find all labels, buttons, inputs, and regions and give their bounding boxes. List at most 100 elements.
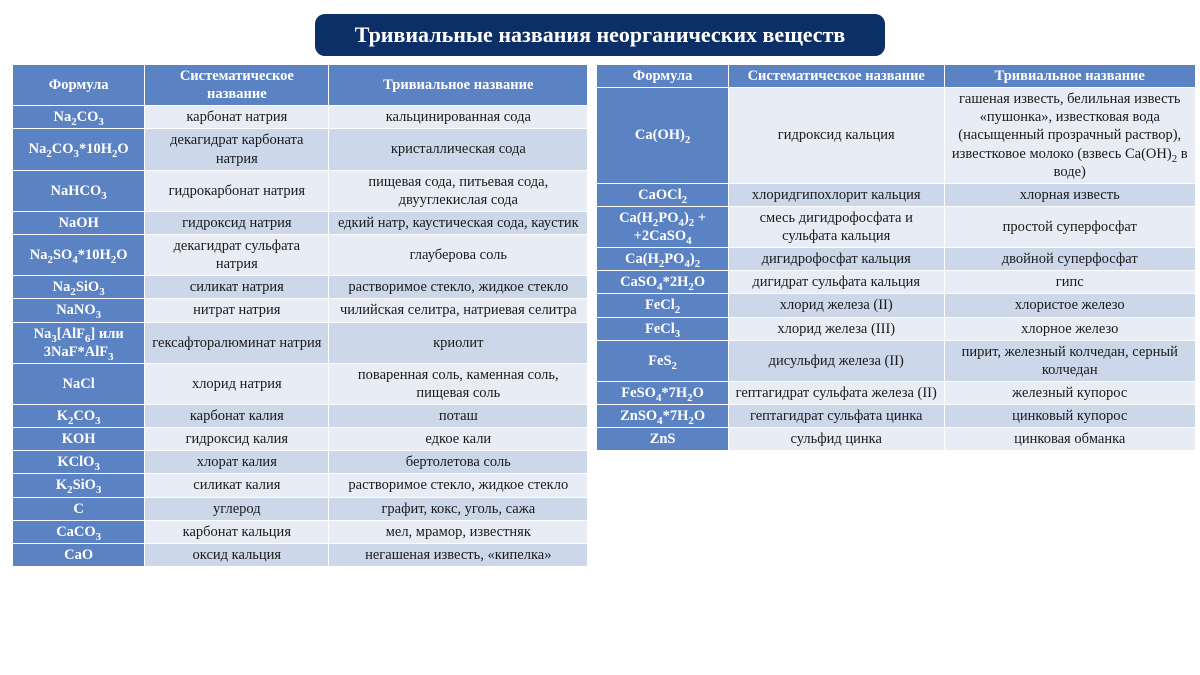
cell-systematic: хлорид железа (II) [728, 294, 944, 317]
cell-systematic: дигидрат сульфата кальция [728, 271, 944, 294]
cell-systematic: силикат натрия [145, 276, 329, 299]
cell-trivial: бертолетова соль [329, 451, 588, 474]
cell-trivial: графит, кокс, уголь, сажа [329, 497, 588, 520]
cell-systematic: хлорид натрия [145, 363, 329, 404]
cell-trivial: хлорная известь [944, 183, 1195, 206]
cell-formula: KOH [13, 428, 145, 451]
page-title: Тривиальные названия неорганических веще… [315, 14, 886, 56]
cell-systematic: гидроксид кальция [728, 88, 944, 184]
cell-trivial: едкое кали [329, 428, 588, 451]
table-row: Na3[AlF6] или 3NaF*AlF3гексафторалюминат… [13, 322, 588, 363]
cell-trivial: глауберова соль [329, 235, 588, 276]
cell-formula: NaCl [13, 363, 145, 404]
table-row: ZnSсульфид цинкацинковая обманка [597, 428, 1196, 451]
table-row: Na2SiO3силикат натриярастворимое стекло,… [13, 276, 588, 299]
cell-trivial: железный купорос [944, 381, 1195, 404]
cell-systematic: декагидрат сульфата натрия [145, 235, 329, 276]
cell-systematic: декагидрат карбоната натрия [145, 129, 329, 170]
table-row: K2SiO3силикат калиярастворимое стекло, ж… [13, 474, 588, 497]
cell-formula: CaSO4*2H2O [597, 271, 729, 294]
cell-trivial: мел, мрамор, известняк [329, 520, 588, 543]
cell-systematic: оксид кальция [145, 543, 329, 566]
cell-formula: Na2CO3 [13, 106, 145, 129]
cell-trivial: пирит, железный колчедан, серный колчеда… [944, 340, 1195, 381]
right-tbody: Ca(OH)2гидроксид кальциягашеная известь,… [597, 88, 1196, 451]
cell-formula: Ca(H2PO4)2 [597, 248, 729, 271]
cell-formula: FeSO4*7H2O [597, 381, 729, 404]
right-table: Формула Систематическое название Тривиал… [596, 64, 1196, 451]
table-row: Na2SO4*10H2Oдекагидрат сульфата натриягл… [13, 235, 588, 276]
cell-systematic: карбонат калия [145, 405, 329, 428]
cell-systematic: силикат калия [145, 474, 329, 497]
cell-formula: NaHCO3 [13, 170, 145, 211]
cell-formula: Na2SiO3 [13, 276, 145, 299]
cell-systematic: углерод [145, 497, 329, 520]
cell-formula: K2CO3 [13, 405, 145, 428]
cell-systematic: дигидрофосфат кальция [728, 248, 944, 271]
table-row: FeS2дисульфид железа (II)пирит, железный… [597, 340, 1196, 381]
table-row: CaCO3карбонат кальциямел, мрамор, извест… [13, 520, 588, 543]
tables-container: Формула Систематическое название Тривиал… [12, 64, 1188, 567]
table-row: KClO3хлорат калиябертолетова соль [13, 451, 588, 474]
cell-systematic: карбонат натрия [145, 106, 329, 129]
header-row: Формула Систематическое название Тривиал… [13, 65, 588, 106]
col-trivial: Тривиальное название [944, 65, 1195, 88]
table-row: CaSO4*2H2Oдигидрат сульфата кальциягипс [597, 271, 1196, 294]
table-row: Ca(H2PO4)2дигидрофосфат кальциядвойной с… [597, 248, 1196, 271]
table-row: KOHгидроксид калияедкое кали [13, 428, 588, 451]
cell-trivial: растворимое стекло, жидкое стекло [329, 474, 588, 497]
cell-systematic: гексафторалюминат натрия [145, 322, 329, 363]
cell-formula: NaNO3 [13, 299, 145, 322]
table-row: CaOCl2хлоридгипохлорит кальцияхлорная из… [597, 183, 1196, 206]
cell-trivial: кальцинированная сода [329, 106, 588, 129]
cell-formula: Ca(OH)2 [597, 88, 729, 184]
cell-systematic: нитрат натрия [145, 299, 329, 322]
col-systematic: Систематическое название [728, 65, 944, 88]
cell-trivial: цинковый купорос [944, 405, 1195, 428]
cell-systematic: сульфид цинка [728, 428, 944, 451]
table-row: Cуглеродграфит, кокс, уголь, сажа [13, 497, 588, 520]
cell-systematic: хлоридгипохлорит кальция [728, 183, 944, 206]
table-row: ZnSO4*7H2Oгептагидрат сульфата цинкацинк… [597, 405, 1196, 428]
table-row: Ca(H2PO4)2 + +2CaSO4смесь дигидрофосфата… [597, 206, 1196, 247]
cell-trivial: поваренная соль, каменная соль, пищевая … [329, 363, 588, 404]
table-row: Na2CO3карбонат натриякальцинированная со… [13, 106, 588, 129]
table-row: FeSO4*7H2Oгептагидрат сульфата железа (I… [597, 381, 1196, 404]
cell-systematic: хлорид железа (III) [728, 317, 944, 340]
cell-formula: Na2CO3*10H2O [13, 129, 145, 170]
cell-trivial: простой суперфосфат [944, 206, 1195, 247]
col-formula: Формула [13, 65, 145, 106]
cell-systematic: гидроксид калия [145, 428, 329, 451]
cell-formula: FeCl3 [597, 317, 729, 340]
table-row: FeCl3хлорид железа (III)хлорное железо [597, 317, 1196, 340]
cell-systematic: хлорат калия [145, 451, 329, 474]
cell-systematic: карбонат кальция [145, 520, 329, 543]
table-row: K2CO3карбонат калияпоташ [13, 405, 588, 428]
cell-formula: Ca(H2PO4)2 + +2CaSO4 [597, 206, 729, 247]
cell-formula: ZnS [597, 428, 729, 451]
cell-formula: FeS2 [597, 340, 729, 381]
cell-trivial: цинковая обманка [944, 428, 1195, 451]
cell-trivial: гашеная известь, белильная известь «пушо… [944, 88, 1195, 184]
cell-trivial: пищевая сода, питьевая сода, двууглекисл… [329, 170, 588, 211]
cell-trivial: хлористое железо [944, 294, 1195, 317]
table-row: Na2CO3*10H2Oдекагидрат карбоната натрияк… [13, 129, 588, 170]
cell-formula: C [13, 497, 145, 520]
cell-formula: ZnSO4*7H2O [597, 405, 729, 428]
table-row: CaOоксид кальциянегашеная известь, «кипе… [13, 543, 588, 566]
cell-trivial: поташ [329, 405, 588, 428]
cell-systematic: гептагидрат сульфата железа (II) [728, 381, 944, 404]
cell-trivial: чилийская селитра, натриевая селитра [329, 299, 588, 322]
cell-trivial: хлорное железо [944, 317, 1195, 340]
cell-formula: Na2SO4*10H2O [13, 235, 145, 276]
table-row: Ca(OH)2гидроксид кальциягашеная известь,… [597, 88, 1196, 184]
cell-systematic: гидроксид натрия [145, 211, 329, 234]
cell-trivial: негашеная известь, «кипелка» [329, 543, 588, 566]
cell-formula: NaOH [13, 211, 145, 234]
cell-trivial: криолит [329, 322, 588, 363]
col-formula: Формула [597, 65, 729, 88]
cell-trivial: гипс [944, 271, 1195, 294]
cell-formula: CaCO3 [13, 520, 145, 543]
table-row: NaClхлорид натрияповаренная соль, каменн… [13, 363, 588, 404]
cell-formula: KClO3 [13, 451, 145, 474]
